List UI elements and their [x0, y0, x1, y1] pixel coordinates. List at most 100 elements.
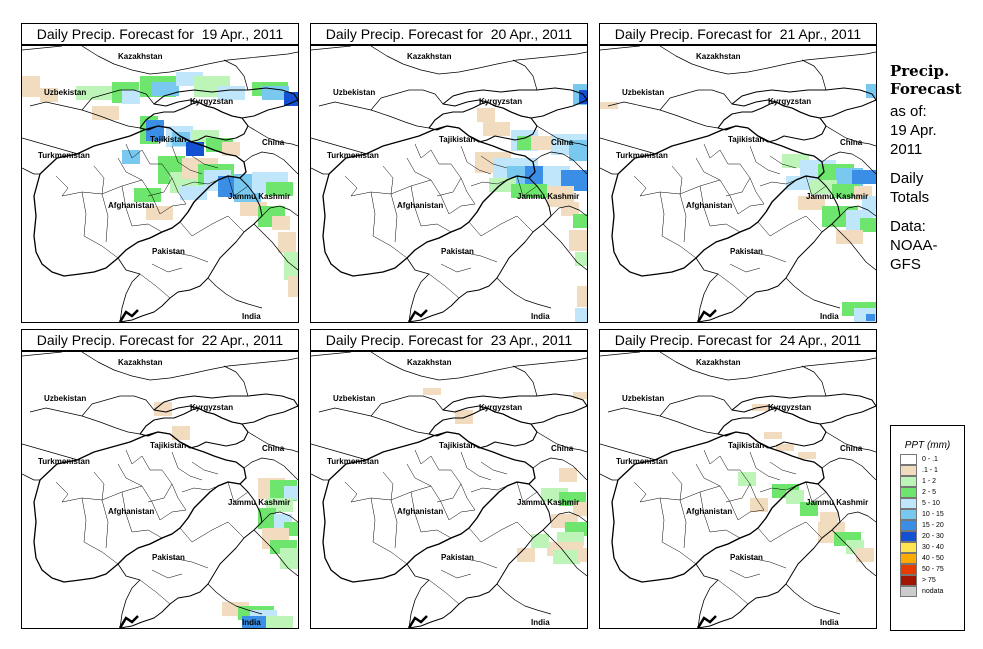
- precip-cell: [559, 468, 568, 475]
- map-svg: Kazakhstan Uzbekistan Kyrgyzstan Tajikistan…: [22, 46, 298, 322]
- boundaries: [22, 352, 298, 628]
- precip-cell: [816, 203, 825, 210]
- precip-cell: [262, 93, 271, 100]
- precip-cell: [550, 495, 559, 502]
- precip-cell: [222, 609, 231, 616]
- panel-title: Daily Precip. Forecast for 24 Apr., 2011: [599, 329, 877, 351]
- precip-cell: [552, 173, 561, 180]
- label-turkmenistan: Turkmenistan: [327, 457, 379, 466]
- precip-cell: [804, 183, 813, 190]
- precip-cell: [552, 180, 561, 187]
- precip-cell: [573, 221, 582, 228]
- precip-cell: [146, 206, 155, 213]
- precip-cell: [267, 206, 276, 213]
- precip-cell: [201, 137, 210, 144]
- precip-cell: [131, 157, 140, 164]
- precip-cell: [540, 534, 549, 541]
- precip-cell: [270, 547, 279, 554]
- precip-cell: [155, 127, 164, 134]
- legend-swatch: [900, 476, 917, 487]
- label-india: India: [820, 312, 839, 321]
- boundary-uzb: [318, 89, 444, 129]
- precip-cell: [492, 129, 501, 136]
- boundary-kashmir: [532, 457, 587, 523]
- precip-cell: [786, 183, 795, 190]
- precip-cell: [243, 174, 252, 181]
- precip-cell: [498, 185, 507, 192]
- label-uzbekistan: Uzbekistan: [622, 88, 664, 97]
- precip-cell: [820, 512, 829, 519]
- precip-cell: [284, 189, 293, 196]
- precip-cell: [852, 177, 861, 184]
- precip-cell: [829, 512, 838, 519]
- precip-cell: [863, 308, 872, 315]
- label-tajikistan: Tajikistan: [150, 135, 186, 144]
- precip-cell: [560, 148, 569, 155]
- precip-cell: [268, 610, 277, 617]
- label-tajikistan: Tajikistan: [728, 441, 764, 450]
- precip-cell: [242, 623, 251, 628]
- precip-cell: [827, 522, 836, 529]
- precip-cell: [489, 178, 498, 185]
- map-svg: Kazakhstan Uzbekistan Kyrgyzstan Tajikistan…: [311, 352, 587, 628]
- precip-cell: [872, 308, 876, 315]
- precip-cell: [251, 623, 260, 628]
- precip-cell: [249, 202, 258, 209]
- precip-cell: [240, 209, 249, 216]
- precip-cell: [855, 224, 864, 231]
- boundary-kaz: [22, 46, 298, 75]
- precip-cell: [538, 184, 547, 191]
- precip-cell: [284, 505, 293, 512]
- precip-cell: [218, 176, 227, 183]
- precip-cell: [140, 83, 149, 90]
- label-jammu_kashmir: Jammu Kashmir: [228, 192, 290, 201]
- label-turkmenistan: Turkmenistan: [38, 151, 90, 160]
- precip-cell: [846, 217, 855, 224]
- precip-cell: [577, 286, 586, 293]
- precip-cell: [155, 120, 164, 127]
- precip-cell: [194, 76, 203, 83]
- precip-cell: [280, 86, 289, 93]
- boundaries: [22, 46, 298, 322]
- forecast-panel-24-apr: Daily Precip. Forecast for 24 Apr., 2011…: [599, 329, 877, 630]
- precip-cell: [143, 195, 152, 202]
- precip-cell: [40, 88, 49, 95]
- label-china: China: [551, 444, 574, 453]
- precip-cell: [511, 137, 520, 144]
- precip-cell: [243, 181, 252, 188]
- label-tajikistan: Tajikistan: [439, 441, 475, 450]
- totals-line-1: Daily: [890, 170, 924, 187]
- label-kyrgyzstan: Kyrgyzstan: [479, 403, 522, 412]
- legend-item: 50 - 75: [900, 564, 964, 575]
- precip-cell: [464, 417, 473, 424]
- precip-cell: [170, 179, 179, 186]
- legend-item: 15 - 20: [900, 520, 964, 531]
- precip-cell: [582, 214, 587, 221]
- precip-cell: [234, 188, 243, 195]
- legend-label: 50 - 75: [922, 566, 944, 573]
- precip-cell: [600, 102, 609, 109]
- precip-cell: [795, 176, 804, 183]
- precip-cell: [578, 147, 587, 154]
- precip-cell: [222, 142, 231, 149]
- precip-cell: [871, 196, 876, 203]
- precip-cell: [172, 426, 181, 433]
- precip-map: Kazakhstan Uzbekistan Kyrgyzstan Tajikistan…: [21, 45, 299, 323]
- boundary-turk: [311, 443, 368, 481]
- precip-cell: [170, 82, 179, 89]
- label-kazakhstan: Kazakhstan: [407, 52, 452, 61]
- label-kyrgyzstan: Kyrgyzstan: [768, 403, 811, 412]
- coastline: [407, 309, 428, 322]
- precip-cell: [181, 426, 190, 433]
- precip-cell: [574, 522, 583, 529]
- precip-cell: [152, 188, 161, 195]
- precip-map: Kazakhstan Uzbekistan Kyrgyzstan Tajikistan…: [599, 45, 877, 323]
- precip-cell: [293, 522, 298, 529]
- precip-cell: [423, 388, 432, 395]
- precip-cell: [854, 315, 863, 322]
- precip-cell: [293, 266, 298, 273]
- precip-cell: [274, 514, 283, 521]
- precip-cell: [266, 616, 275, 623]
- precip-cell: [526, 143, 535, 150]
- precip-cell: [158, 170, 167, 177]
